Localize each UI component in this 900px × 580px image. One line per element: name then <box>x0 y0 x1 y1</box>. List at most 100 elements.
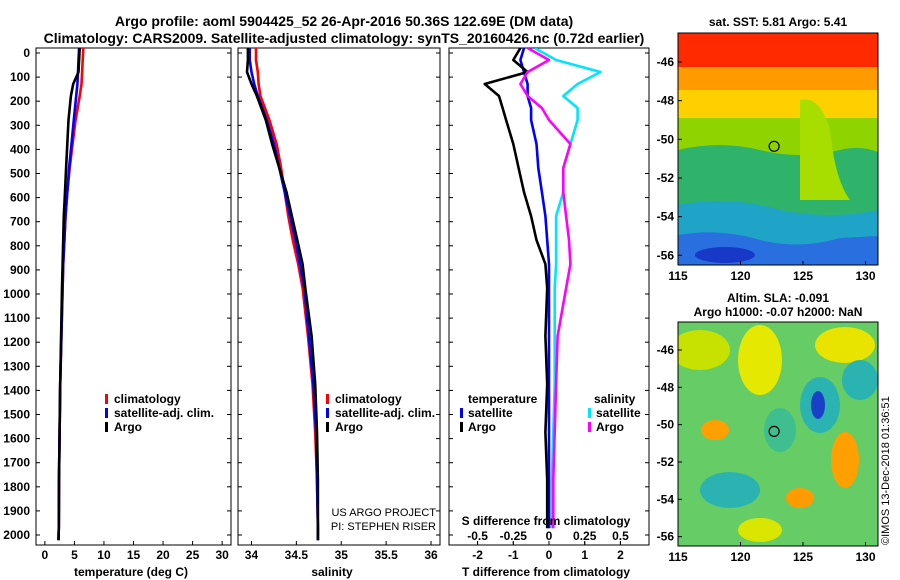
sla-blob <box>738 518 782 542</box>
map-y-tick-label: -54 <box>657 492 675 506</box>
series-line-s-argo <box>519 48 572 529</box>
sla-blob-high <box>786 488 814 508</box>
map-x-tick-label: 125 <box>793 269 813 283</box>
sla-blob <box>842 360 878 400</box>
sla-blob-high <box>701 420 729 440</box>
x-tick-label: 34 <box>245 548 259 562</box>
map-x-tick-label: 115 <box>668 550 688 564</box>
map-y-tick-label: -50 <box>657 132 675 146</box>
map-x-tick-label: 120 <box>730 269 750 283</box>
legend-climatology-swatch <box>105 394 108 404</box>
depth-tick-label: 1600 <box>3 432 30 446</box>
depth-tick-label: 700 <box>10 215 30 229</box>
legend-argo-swatch <box>105 422 108 432</box>
map-y-tick-label: -52 <box>657 171 675 185</box>
temperature-series <box>57 48 85 541</box>
x-tick-label: 20 <box>156 548 170 562</box>
sla-blob <box>738 325 782 395</box>
sst-band-yellow <box>678 90 878 122</box>
legend-t-argo: Argo <box>468 420 496 434</box>
depth-tick-label: 300 <box>10 118 30 132</box>
x-tick-label: 30 <box>215 548 229 562</box>
temperature-xlabel: temperature (deg C) <box>74 565 188 579</box>
map-y-tick-label: -46 <box>657 55 675 69</box>
map-y-tick-label: -48 <box>657 94 675 108</box>
depth-tick-label: 1100 <box>4 311 30 325</box>
legend-climatology: climatology <box>335 392 402 406</box>
x-tick-label: 10 <box>97 548 111 562</box>
sla-map-frame <box>677 321 879 547</box>
x-tick-label: 5 <box>71 548 78 562</box>
legend-satellite-swatch <box>105 408 108 418</box>
map-y-tick-label: -56 <box>657 248 675 262</box>
series-line-argo <box>245 48 320 541</box>
sla-blob <box>815 327 875 363</box>
legend-argo: Argo <box>335 420 363 434</box>
legend-satellite: satellite-adj. clim. <box>335 406 435 420</box>
x-tick-label: 35.5 <box>374 548 398 562</box>
project-annotation: US ARGO PROJECT <box>331 507 436 519</box>
legend-climatology-swatch <box>326 394 329 404</box>
salinity-plot-frame <box>237 47 441 546</box>
sst-map-frame <box>677 32 879 266</box>
temperature-plot-frame <box>35 47 232 546</box>
x-tick-label: 0.25 <box>573 529 597 543</box>
t-difference-xlabel: T difference from climatology <box>462 565 630 579</box>
x-tick-label: 15 <box>127 548 141 562</box>
legend-s-satellite: satellite <box>596 406 641 420</box>
sla-map-axes: 115 120 125 130 -46 -48 -50 -52 -54 -56 <box>657 343 876 564</box>
x-tick-label: 35 <box>335 548 349 562</box>
sla-argo-location-marker <box>768 425 780 437</box>
sst-map-title: sat. SST: 5.81 Argo: 5.41 <box>709 15 848 29</box>
sla-blob-high <box>831 432 859 488</box>
sla-map <box>678 322 878 546</box>
figure-title-line2: Climatology: CARS2009. Satellite-adjuste… <box>44 30 645 46</box>
depth-tick-label: 1000 <box>3 287 30 301</box>
x-tick-label: 25 <box>186 548 200 562</box>
legend-satellite: satellite-adj. clim. <box>114 406 214 420</box>
sst-tongue <box>800 99 850 200</box>
map-y-tick-label: -52 <box>657 455 675 469</box>
depth-tick-label: 100 <box>10 70 30 84</box>
figure-title-line1: Argo profile: aoml 5904425_52 26-Apr-201… <box>115 13 573 29</box>
s-difference-xlabel: S difference from climatology <box>462 514 631 528</box>
depth-tick-label: 800 <box>10 239 30 253</box>
legend-s-satellite-swatch <box>588 408 591 418</box>
salinity-xlabel: salinity <box>311 565 353 579</box>
difference-series <box>483 48 602 529</box>
depth-tick-label: 200 <box>10 94 30 108</box>
map-x-tick-label: 130 <box>855 269 875 283</box>
x-tick-label: 0.5 <box>612 529 629 543</box>
pi-annotation: PI: STEPHEN RISER <box>331 521 436 533</box>
depth-tick-label: 900 <box>10 263 30 277</box>
depth-tick-label: 1900 <box>3 504 30 518</box>
map-y-tick-label: -56 <box>657 530 675 544</box>
x-tick-label: 36 <box>424 548 438 562</box>
x-tick-label: 34.5 <box>285 548 309 562</box>
salinity-legend: climatology satellite-adj. clim. Argo US… <box>326 392 436 533</box>
x-tick-label: 0 <box>546 548 553 562</box>
depth-tick-label: 1500 <box>3 408 30 422</box>
map-x-tick-label: 115 <box>668 269 688 283</box>
sla-map-title2: Argo h1000: -0.07 h2000: NaN <box>694 305 863 319</box>
sst-patch-darkblue <box>695 247 755 263</box>
map-y-tick-label: -54 <box>657 210 675 224</box>
depth-tick-label: 1400 <box>3 383 30 397</box>
imos-watermark: ©IMOS 13-Dec-2018 01:36:51 <box>880 396 892 545</box>
legend-t-satellite: satellite <box>468 406 513 420</box>
depth-tick-label: 600 <box>10 191 30 205</box>
series-line-s-satellite <box>534 48 602 529</box>
depth-tick-label: 2000 <box>3 528 30 542</box>
sla-map-title1: Altim. SLA: -0.091 <box>727 291 829 305</box>
depth-axis: 0 100 200 300 400 500 600 700 800 900 1000 1100 1200… <box>3 46 649 542</box>
x-tick-label: -0.25 <box>500 529 528 543</box>
x-tick-label: -1 <box>508 548 519 562</box>
depth-tick-label: 500 <box>10 167 30 181</box>
legend-s-argo: Argo <box>596 420 624 434</box>
legend-t-satellite-swatch <box>460 408 463 418</box>
map-y-tick-label: -50 <box>657 418 675 432</box>
depth-tick-label: 1300 <box>3 359 30 373</box>
depth-tick-label: 0 <box>23 46 30 60</box>
legend-s-argo-swatch <box>588 422 591 432</box>
